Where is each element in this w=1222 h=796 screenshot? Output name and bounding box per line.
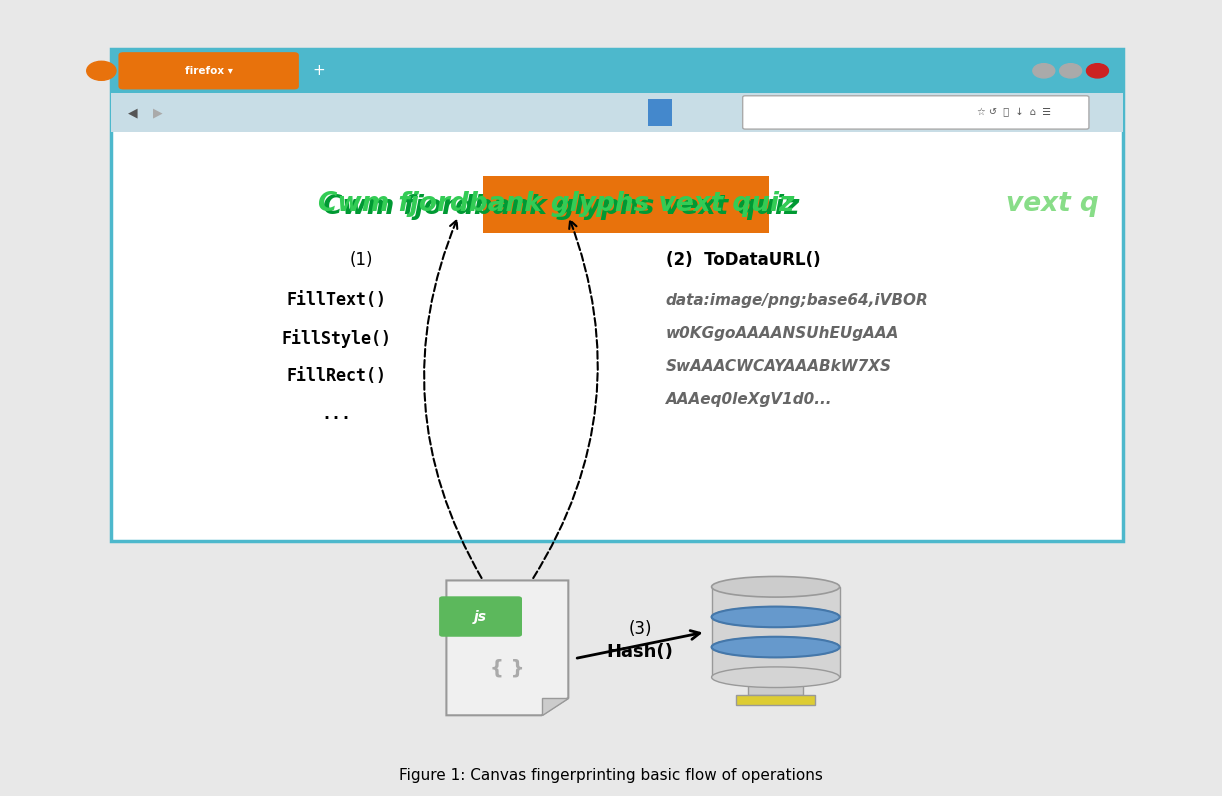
Ellipse shape bbox=[711, 607, 840, 627]
FancyBboxPatch shape bbox=[743, 96, 1089, 129]
Text: js: js bbox=[474, 610, 488, 623]
Circle shape bbox=[1086, 64, 1108, 78]
Ellipse shape bbox=[711, 576, 840, 597]
Text: +: + bbox=[312, 64, 325, 78]
Text: (1): (1) bbox=[349, 252, 373, 269]
Text: data:image/png;base64,iVBOR: data:image/png;base64,iVBOR bbox=[666, 292, 929, 307]
Text: Hash(): Hash() bbox=[606, 643, 673, 661]
FancyBboxPatch shape bbox=[711, 647, 840, 677]
Text: SwAAACWCAYAAABkW7XS: SwAAACWCAYAAABkW7XS bbox=[666, 359, 892, 374]
FancyBboxPatch shape bbox=[483, 176, 770, 233]
FancyBboxPatch shape bbox=[111, 49, 1123, 540]
FancyBboxPatch shape bbox=[439, 596, 522, 637]
FancyBboxPatch shape bbox=[736, 695, 815, 705]
Ellipse shape bbox=[711, 607, 840, 627]
Text: FillRect(): FillRect() bbox=[287, 367, 386, 385]
Ellipse shape bbox=[711, 637, 840, 657]
Ellipse shape bbox=[711, 667, 840, 688]
Text: AAAeq0leXgV1d0...: AAAeq0leXgV1d0... bbox=[666, 392, 832, 408]
Text: Figure 1: Canvas fingerprinting basic flow of operations: Figure 1: Canvas fingerprinting basic fl… bbox=[400, 767, 822, 782]
Text: FillStyle(): FillStyle() bbox=[282, 329, 392, 348]
FancyBboxPatch shape bbox=[648, 99, 672, 126]
Text: ▶: ▶ bbox=[153, 106, 163, 119]
Polygon shape bbox=[541, 698, 568, 716]
Text: (3): (3) bbox=[628, 619, 651, 638]
Text: ◀: ◀ bbox=[128, 106, 138, 119]
Text: firefox ▾: firefox ▾ bbox=[185, 66, 232, 76]
Text: { }: { } bbox=[490, 658, 524, 677]
FancyBboxPatch shape bbox=[711, 587, 840, 617]
Text: Cwm fjordbank glyphs vext quiz: Cwm fjordbank glyphs vext quiz bbox=[318, 191, 794, 217]
Text: ☆ ↺  🔎  ↓  ⌂  ☰: ☆ ↺ 🔎 ↓ ⌂ ☰ bbox=[976, 107, 1051, 118]
Ellipse shape bbox=[711, 637, 840, 657]
Text: Cwm fjordbank glyphs vext quiz: Cwm fjordbank glyphs vext quiz bbox=[323, 194, 799, 220]
FancyBboxPatch shape bbox=[111, 49, 1123, 92]
FancyBboxPatch shape bbox=[711, 617, 840, 647]
Circle shape bbox=[1033, 64, 1055, 78]
FancyBboxPatch shape bbox=[748, 677, 803, 695]
Text: w0KGgoAAAANSUhEUgAAA: w0KGgoAAAANSUhEUgAAA bbox=[666, 326, 899, 341]
Text: ...: ... bbox=[321, 405, 352, 423]
Text: FillText(): FillText() bbox=[287, 291, 386, 309]
Polygon shape bbox=[446, 580, 568, 716]
FancyBboxPatch shape bbox=[111, 92, 1123, 132]
Circle shape bbox=[87, 61, 116, 80]
Circle shape bbox=[1059, 64, 1081, 78]
Text: (2)  ToDataURL(): (2) ToDataURL() bbox=[666, 252, 820, 269]
FancyBboxPatch shape bbox=[119, 53, 299, 89]
Text: vext q: vext q bbox=[1006, 191, 1099, 217]
